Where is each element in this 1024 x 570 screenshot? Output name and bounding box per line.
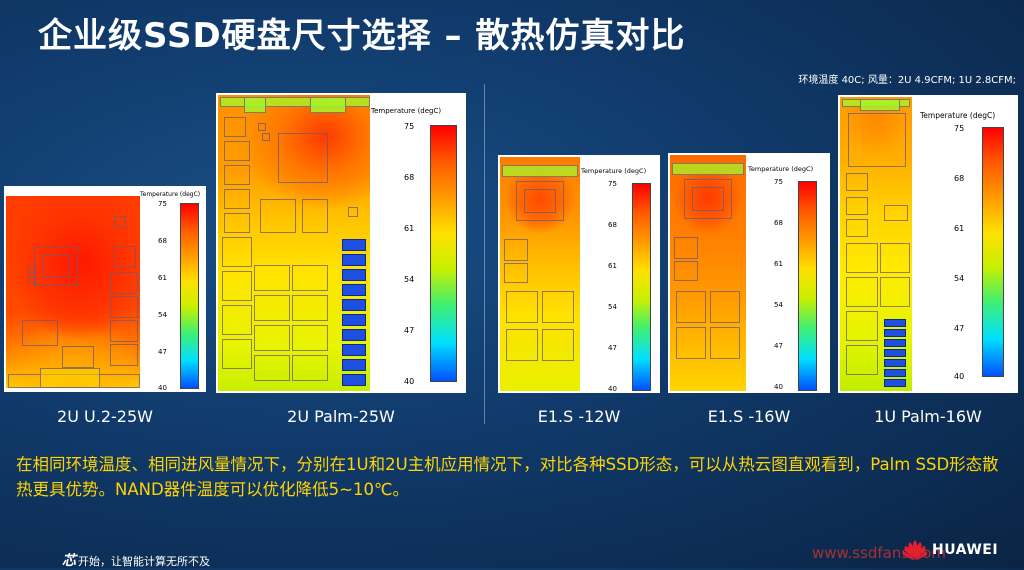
thermal-panel-1u-palm-16w: Temperature (degC) 75 68 61 54 47 40 (838, 95, 1018, 393)
simulation-conditions: 环境温度 40C; 风量：2U 4.9CFM; 1U 2.8CFM; (798, 75, 1016, 86)
colorbar-tick: 47 (404, 326, 415, 335)
nand-chip (884, 369, 906, 377)
huawei-logo-icon (902, 540, 928, 561)
nand-chip (884, 379, 906, 387)
nand-chip (884, 339, 906, 347)
colorbar-tick: 75 (954, 124, 965, 133)
colorbar-tick: 68 (404, 173, 415, 182)
panel-label: E1.S -12W (537, 407, 621, 426)
colorbar-title: Temperature (degC) (371, 107, 442, 115)
colorbar-tick: 75 (774, 178, 783, 186)
colorbar-tick: 47 (158, 348, 167, 356)
colorbar-tick: 75 (158, 200, 167, 208)
colorbar-title: Temperature (degC) (140, 191, 201, 198)
nand-chip (342, 269, 366, 281)
heatmap-u2-25w (6, 196, 140, 388)
footer-prefix: 芯 (62, 553, 76, 569)
thermal-panel-e1s-12w: Temperature (degC) 75 68 61 54 47 40 (498, 155, 660, 393)
colorbar-tick: 47 (954, 324, 965, 333)
footer-slogan-text: 开始，让智能计算无所不及 (78, 555, 210, 568)
colorbar-tick: 68 (774, 219, 783, 227)
colorbar-tick: 40 (954, 372, 965, 381)
nand-chip (342, 359, 366, 371)
colorbar-tick: 40 (158, 384, 167, 392)
thermal-panel-e1s-16w: Temperature (degC) 75 68 61 54 47 40 (668, 153, 830, 393)
colorbar-tick: 40 (608, 385, 617, 393)
colorbar-tick: 75 (404, 122, 415, 131)
colorbar-tick: 61 (404, 224, 415, 233)
slide-title: 企业级SSD硬盘尺寸选择 – 散热仿真对比 (38, 16, 686, 56)
nand-chip (884, 359, 906, 367)
nand-chip (884, 319, 906, 327)
colorbar-tick: 75 (608, 180, 617, 188)
nand-chip (884, 349, 906, 357)
nand-chip (342, 254, 366, 266)
colorbar-title: Temperature (degC) (581, 167, 647, 175)
panel-label: 2U Palm-25W (287, 407, 395, 426)
colorbar-tick: 54 (774, 301, 783, 309)
nand-chip (342, 239, 366, 251)
colorbar-tick: 61 (608, 262, 617, 270)
panel-label: 2U U.2-25W (57, 407, 153, 426)
colorbar-tick: 61 (158, 274, 167, 282)
colorbar-tick: 40 (404, 377, 415, 386)
colorbar-tick: 47 (774, 342, 783, 350)
colorbar (180, 203, 199, 389)
nand-chip (342, 374, 366, 386)
colorbar-title: Temperature (degC) (920, 111, 996, 120)
nand-chip (342, 329, 366, 341)
colorbar-tick: 40 (774, 383, 783, 391)
brand-name: HUAWEI (932, 542, 999, 558)
heatmap-e1s-12w (500, 157, 580, 391)
colorbar (430, 125, 457, 382)
colorbar-tick: 68 (158, 237, 167, 245)
colorbar-tick: 47 (608, 344, 617, 352)
thermal-panel-u2-25w: Temperature (degC) 75 68 61 54 47 40 (4, 186, 206, 392)
heatmap-e1s-16w (670, 155, 746, 391)
colorbar (798, 181, 817, 391)
brand: HUAWEI (902, 536, 998, 564)
colorbar-title: Temperature (degC) (748, 165, 814, 173)
footer-slogan: 芯开始，让智能计算无所不及 (62, 550, 210, 570)
colorbar-tick: 54 (954, 274, 965, 283)
panel-label: 1U Palm-16W (874, 407, 982, 426)
nand-chip (342, 314, 366, 326)
nand-chip (342, 299, 366, 311)
colorbar-tick: 54 (158, 311, 167, 319)
heatmap-1u-palm-16w (840, 97, 912, 391)
heatmap-palm-25w (218, 95, 370, 391)
colorbar-tick: 54 (608, 303, 617, 311)
slide-description: 在相同环境温度、相同进风量情况下，分别在1U和2U主机应用情况下，对比各种SSD… (16, 455, 999, 499)
nand-chip (342, 284, 366, 296)
panel-label: E1.S -16W (707, 407, 791, 426)
colorbar-tick: 68 (608, 221, 617, 229)
colorbar-tick: 54 (404, 275, 415, 284)
section-divider (484, 84, 485, 424)
colorbar-tick: 61 (774, 260, 783, 268)
colorbar (632, 183, 651, 391)
thermal-panel-palm-25w: Temperature (degC) 75 68 61 54 47 40 (216, 93, 466, 393)
colorbar-tick: 61 (954, 224, 965, 233)
colorbar-tick: 68 (954, 174, 965, 183)
colorbar (982, 127, 1004, 377)
nand-chip (342, 344, 366, 356)
nand-chip (884, 329, 906, 337)
